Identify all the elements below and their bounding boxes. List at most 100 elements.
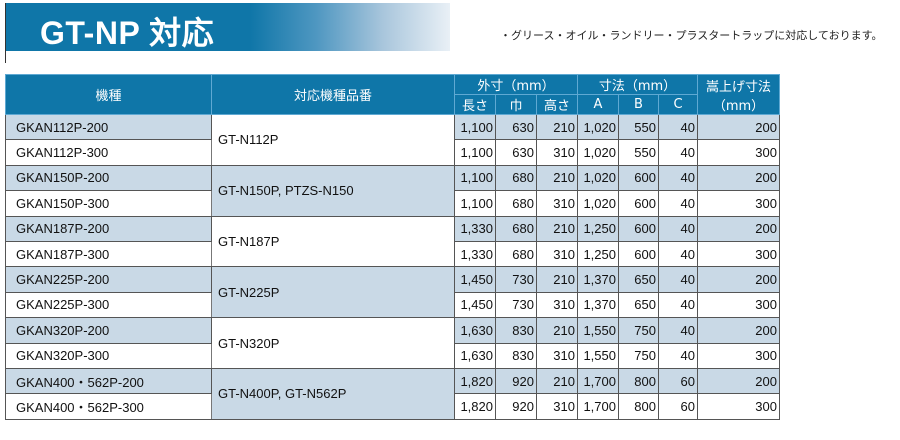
c-cell: 40: [658, 291, 698, 319]
compatible-cell: GT-N150P, PTZS-N150: [211, 164, 455, 217]
width-cell: 920: [495, 367, 537, 395]
header-raise-line1: 嵩上げ寸法: [705, 79, 771, 95]
length-cell: 1,450: [454, 266, 496, 293]
model-cell: GKAN150P-300: [5, 190, 212, 217]
table-row: GKAN150P-300 1,100 680 310 1,020 600 40 300: [5, 190, 780, 217]
model-cell: GKAN225P-200: [5, 266, 212, 293]
height-cell: 210: [536, 113, 578, 141]
model-cell: GKAN150P-200: [5, 164, 212, 192]
header-b: B: [618, 94, 659, 115]
table-header: 機種 対応機種品番 外寸（mm） 寸法（mm） 嵩上げ寸法 （mm） 長さ 巾 …: [5, 74, 780, 115]
raise-cell: 200: [697, 266, 780, 293]
width-cell: 680: [495, 164, 537, 192]
compatible-cell: GT-N400P, GT-N562P: [211, 367, 455, 420]
length-cell: 1,630: [454, 317, 496, 344]
table-row: GKAN320P-200 GT-N320P 1,630 830 210 1,550 750 4…: [5, 317, 780, 369]
c-cell: 40: [658, 240, 698, 268]
compatible-cell: GT-N320P: [211, 317, 455, 369]
model-cell: GKAN400・562P-200: [5, 367, 212, 395]
b-cell: 650: [618, 291, 659, 319]
header-dimensions: 寸法（mm）: [577, 74, 698, 95]
length-cell: 1,330: [454, 240, 496, 268]
a-cell: 1,020: [577, 139, 619, 166]
header-length: 長さ: [454, 94, 496, 115]
a-cell: 1,020: [577, 190, 619, 217]
header-raise-line2: （mm）: [712, 98, 765, 114]
c-cell: 40: [658, 266, 698, 293]
height-cell: 210: [536, 164, 578, 192]
table-row: GKAN187P-200 GT-N187P 1,330 680 210 1,250 600 4…: [5, 215, 780, 268]
b-cell: 650: [618, 266, 659, 293]
a-cell: 1,550: [577, 342, 619, 369]
b-cell: 800: [618, 393, 659, 420]
b-cell: 550: [618, 113, 659, 141]
a-cell: 1,020: [577, 113, 619, 141]
height-cell: 310: [536, 240, 578, 268]
height-cell: 210: [536, 367, 578, 395]
length-cell: 1,100: [454, 190, 496, 217]
c-cell: 40: [658, 342, 698, 369]
b-cell: 600: [618, 215, 659, 242]
width-cell: 680: [495, 240, 537, 268]
width-cell: 730: [495, 266, 537, 293]
b-cell: 750: [618, 342, 659, 369]
raise-cell: 300: [697, 291, 780, 319]
c-cell: 60: [658, 367, 698, 395]
raise-cell: 200: [697, 215, 780, 242]
height-cell: 310: [536, 342, 578, 369]
width-cell: 920: [495, 393, 537, 420]
model-cell: GKAN112P-300: [5, 139, 212, 166]
header-width: 巾: [495, 94, 537, 115]
length-cell: 1,100: [454, 113, 496, 141]
height-cell: 210: [536, 317, 578, 344]
model-cell: GKAN225P-300: [5, 291, 212, 319]
compatible-cell: GT-N112P: [211, 114, 455, 166]
b-cell: 600: [618, 190, 659, 217]
raise-cell: 300: [697, 190, 780, 217]
model-cell: GKAN320P-200: [5, 317, 212, 344]
a-cell: 1,370: [577, 291, 619, 319]
raise-cell: 300: [697, 139, 780, 166]
length-cell: 1,820: [454, 367, 496, 395]
a-cell: 1,370: [577, 266, 619, 293]
c-cell: 40: [658, 164, 698, 192]
a-cell: 1,250: [577, 240, 619, 268]
raise-cell: 300: [697, 240, 780, 268]
raise-cell: 200: [697, 317, 780, 344]
table-row: GKAN400・562P-300 1,820 920 310 1,700 800 60 300: [5, 393, 780, 420]
length-cell: 1,100: [454, 164, 496, 192]
b-cell: 550: [618, 139, 659, 166]
header-compatible: 対応機種品番: [211, 74, 455, 115]
height-cell: 310: [536, 393, 578, 420]
length-cell: 1,450: [454, 291, 496, 319]
model-cell: GKAN320P-300: [5, 342, 212, 369]
height-cell: 310: [536, 139, 578, 166]
a-cell: 1,020: [577, 164, 619, 192]
length-cell: 1,820: [454, 393, 496, 420]
a-cell: 1,250: [577, 215, 619, 242]
raise-cell: 200: [697, 113, 780, 141]
height-cell: 310: [536, 190, 578, 217]
width-cell: 630: [495, 139, 537, 166]
length-cell: 1,330: [454, 215, 496, 242]
table-row: GKAN112P-200 GT-N112P 1,100 630 210 1,020 550 4…: [5, 113, 780, 166]
c-cell: 40: [658, 215, 698, 242]
width-cell: 830: [495, 342, 537, 369]
left-divider: [5, 3, 6, 63]
table-body: GKAN112P-200 GT-N112P 1,100 630 210 1,020 550 4…: [5, 113, 780, 420]
model-cell: GKAN187P-200: [5, 215, 212, 242]
height-cell: 210: [536, 215, 578, 242]
table-row: GKAN150P-200 GT-N150P, PTZS-N150 1,100 680 2…: [5, 164, 780, 217]
raise-cell: 300: [697, 393, 780, 420]
model-cell: GKAN187P-300: [5, 240, 212, 268]
header-a: A: [577, 94, 619, 115]
raise-cell: 200: [697, 367, 780, 395]
width-cell: 680: [495, 190, 537, 217]
b-cell: 600: [618, 164, 659, 192]
model-cell: GKAN400・562P-300: [5, 393, 212, 420]
table-row: GKAN225P-200 GT-N225P 1,450 730 210 1,370 650 4…: [5, 266, 780, 319]
c-cell: 60: [658, 393, 698, 420]
header-raise: 嵩上げ寸法 （mm）: [697, 74, 780, 115]
c-cell: 40: [658, 190, 698, 217]
width-cell: 830: [495, 317, 537, 344]
